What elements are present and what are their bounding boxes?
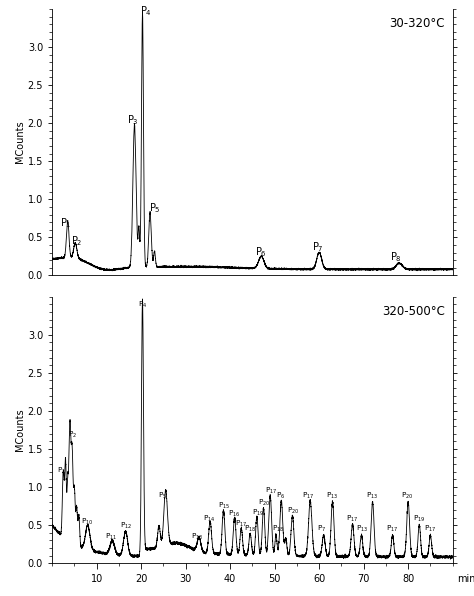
Text: P$_{17}$: P$_{17}$ [346,513,358,524]
Text: P$_{18}$: P$_{18}$ [245,524,257,534]
Text: P$_3$: P$_3$ [127,113,139,127]
Text: P$_{20}$: P$_{20}$ [401,491,414,501]
Text: P$_{13}$: P$_{13}$ [356,524,368,534]
Text: P$_{13}$: P$_{13}$ [326,491,338,501]
Text: P$_2$: P$_2$ [71,234,82,248]
Text: P$_7$: P$_7$ [317,524,326,534]
Y-axis label: MCounts: MCounts [15,409,25,451]
Text: P$_{20}$: P$_{20}$ [287,506,300,516]
Text: P$_1$: P$_1$ [60,216,72,229]
Text: min: min [456,574,474,584]
Text: P$_{17}$: P$_{17}$ [302,491,315,501]
Text: P$_{17}$: P$_{17}$ [235,519,247,529]
Text: P$_{11}$: P$_{11}$ [105,532,117,542]
Text: P$_7$: P$_7$ [312,240,324,254]
Text: P$_6$: P$_6$ [255,245,266,259]
Y-axis label: MCounts: MCounts [15,121,25,163]
Text: P$_5$: P$_5$ [149,201,161,215]
Text: P$_8$: P$_8$ [391,250,402,264]
Text: P$_2$: P$_2$ [68,430,77,440]
Text: P$_{13}$: P$_{13}$ [366,491,378,501]
Text: P$_{17}$: P$_{17}$ [424,524,436,534]
Text: P$_1$: P$_1$ [57,465,66,476]
Text: P$_{13}$: P$_{13}$ [191,532,203,542]
Text: P$_4$: P$_4$ [137,300,147,311]
Text: P$_6$: P$_6$ [275,491,285,501]
Text: P$_{18}$: P$_{18}$ [273,524,285,534]
Text: P$_5$: P$_5$ [158,491,167,501]
Text: P$_{15}$: P$_{15}$ [218,501,230,511]
Text: P$_{10}$: P$_{10}$ [81,517,93,527]
Text: P$_{12}$: P$_{12}$ [120,521,132,531]
Text: P$_{20}$: P$_{20}$ [258,498,270,508]
Text: P$_{17}$: P$_{17}$ [386,524,398,534]
Text: P$_4$: P$_4$ [140,4,152,18]
Text: P$_{17}$: P$_{17}$ [265,486,277,496]
Text: 320-500°C: 320-500°C [382,305,445,318]
Text: P$_{19}$: P$_{19}$ [412,513,425,524]
Text: P$_{16}$: P$_{16}$ [228,509,240,519]
Text: 30-320°C: 30-320°C [389,17,445,30]
Text: P$_{19}$: P$_{19}$ [252,507,264,517]
Text: P$_{14}$: P$_{14}$ [203,513,216,524]
